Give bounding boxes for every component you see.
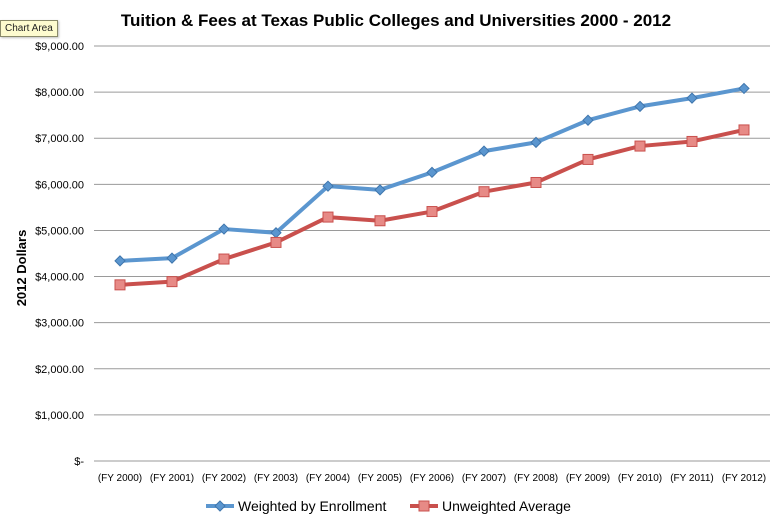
data-point [686, 135, 698, 147]
legend: Weighted by Enrollment Unweighted Average [206, 498, 571, 514]
x-tick-label: (FY 2010) [618, 473, 662, 484]
x-tick-label: (FY 2005) [358, 473, 402, 484]
y-tick-label: $5,000.00 [35, 225, 84, 237]
data-point [374, 184, 386, 196]
data-point [426, 166, 438, 179]
data-point [218, 253, 230, 265]
data-point [374, 215, 386, 227]
y-axis-ticks: $- $1,000.00 $2,000.00 $3,000.00 $4,000.00 $5… [35, 41, 84, 468]
y-tick-label: $4,000.00 [35, 272, 84, 284]
data-point [322, 211, 334, 223]
data-point [634, 100, 646, 113]
x-tick-label: (FY 2000) [98, 473, 142, 484]
chart-title: Tuition & Fees at Texas Public Colleges … [121, 11, 671, 30]
chart-area-tooltip: Chart Area [0, 20, 58, 37]
legend-item: Weighted by Enrollment [206, 498, 386, 514]
data-point [478, 186, 490, 198]
y-tick-label: $9,000.00 [35, 41, 84, 53]
data-point [582, 153, 594, 165]
x-tick-label: (FY 2009) [566, 473, 610, 484]
legend-marker [214, 500, 226, 512]
x-tick-label: (FY 2008) [514, 473, 558, 484]
data-point [478, 145, 490, 157]
legend-label: Unweighted Average [442, 498, 571, 514]
data-point [218, 223, 230, 235]
y-tick-label: $8,000.00 [35, 87, 84, 99]
legend-marker [418, 500, 430, 512]
data-point [634, 140, 646, 152]
data-point [166, 276, 178, 288]
data-point [738, 124, 750, 136]
x-tick-label: (FY 2003) [254, 473, 298, 484]
x-tick-label: (FY 2004) [306, 473, 350, 484]
legend-item: Unweighted Average [410, 498, 571, 514]
y-tick-label: $6,000.00 [35, 179, 84, 191]
x-axis-ticks: (FY 2000) (FY 2001) (FY 2002) (FY 2003) (FY … [98, 473, 766, 484]
x-tick-label: (FY 2001) [150, 473, 194, 484]
data-point [114, 279, 126, 291]
data-point [166, 252, 178, 264]
y-axis-label: 2012 Dollars [14, 230, 29, 307]
data-point [426, 206, 438, 218]
y-tick-label: $1,000.00 [35, 410, 84, 422]
data-point [114, 255, 126, 267]
x-tick-label: (FY 2007) [462, 473, 506, 484]
gridlines [94, 45, 770, 462]
data-point [738, 82, 750, 95]
x-tick-label: (FY 2002) [202, 473, 246, 484]
y-tick-label: $3,000.00 [35, 318, 84, 330]
legend-label: Weighted by Enrollment [238, 498, 386, 514]
data-point [322, 180, 334, 192]
y-tick-label: $- [74, 456, 84, 468]
data-point [686, 92, 698, 104]
x-tick-label: (FY 2011) [670, 473, 714, 484]
data-point [270, 236, 282, 248]
y-tick-label: $2,000.00 [35, 364, 84, 376]
y-tick-label: $7,000.00 [35, 133, 84, 145]
x-tick-label: (FY 2012) [722, 473, 766, 484]
data-point [582, 114, 594, 126]
data-point [530, 176, 542, 188]
series-lines [114, 82, 750, 291]
x-tick-label: (FY 2006) [410, 473, 454, 484]
data-point [530, 136, 542, 149]
